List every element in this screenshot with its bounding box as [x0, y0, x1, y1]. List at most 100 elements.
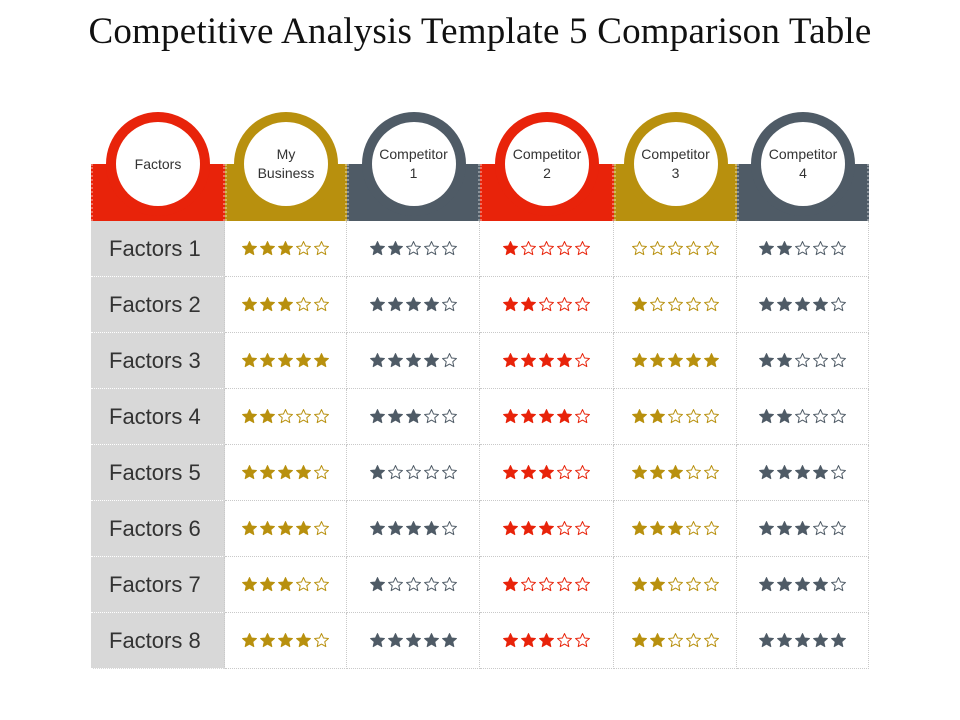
star-filled-icon: [759, 353, 774, 368]
star-filled-icon: [521, 297, 536, 312]
star-rating: [631, 352, 720, 369]
star-filled-icon: [759, 577, 774, 592]
star-filled-icon: [260, 297, 275, 312]
star-rating: [369, 352, 458, 369]
rating-cell: [225, 501, 347, 557]
star-empty-icon: [685, 297, 701, 312]
star-filled-icon: [296, 633, 311, 648]
table-row: Factors 7: [91, 557, 869, 613]
star-rating: [502, 296, 591, 313]
star-filled-icon: [423, 297, 439, 312]
star-empty-icon: [813, 353, 828, 368]
rating-cell: [614, 445, 737, 501]
header-label: Competitor 4: [761, 122, 845, 206]
star-empty-icon: [441, 353, 457, 368]
star-filled-icon: [795, 633, 810, 648]
star-empty-icon: [703, 241, 719, 256]
rating-cell: [614, 613, 737, 669]
star-filled-icon: [667, 353, 683, 368]
star-filled-icon: [369, 297, 385, 312]
rating-cell: [225, 613, 347, 669]
star-empty-icon: [557, 521, 572, 536]
star-filled-icon: [503, 241, 518, 256]
star-filled-icon: [423, 353, 439, 368]
star-filled-icon: [387, 241, 403, 256]
star-empty-icon: [631, 241, 647, 256]
star-empty-icon: [703, 409, 719, 424]
star-empty-icon: [441, 297, 457, 312]
rating-cell: [737, 277, 869, 333]
star-filled-icon: [539, 409, 554, 424]
star-filled-icon: [503, 297, 518, 312]
star-empty-icon: [423, 577, 439, 592]
star-filled-icon: [242, 577, 257, 592]
star-empty-icon: [441, 577, 457, 592]
star-filled-icon: [813, 633, 828, 648]
star-empty-icon: [314, 633, 329, 648]
star-filled-icon: [649, 521, 665, 536]
header-circle: My Business: [234, 112, 338, 216]
star-empty-icon: [667, 409, 683, 424]
rating-cell: [225, 277, 347, 333]
star-filled-icon: [521, 465, 536, 480]
star-filled-icon: [521, 353, 536, 368]
star-filled-icon: [667, 465, 683, 480]
rating-cell: [480, 445, 614, 501]
star-empty-icon: [314, 409, 329, 424]
star-rating: [502, 352, 591, 369]
star-empty-icon: [575, 241, 590, 256]
star-filled-icon: [813, 465, 828, 480]
star-filled-icon: [539, 521, 554, 536]
star-filled-icon: [387, 633, 403, 648]
rating-cell: [614, 333, 737, 389]
rating-cell: [347, 557, 480, 613]
star-filled-icon: [242, 521, 257, 536]
star-empty-icon: [831, 521, 846, 536]
star-filled-icon: [795, 297, 810, 312]
rating-cell: [347, 221, 480, 277]
star-empty-icon: [441, 521, 457, 536]
rating-cell: [614, 277, 737, 333]
star-filled-icon: [260, 353, 275, 368]
star-rating: [241, 632, 330, 649]
star-empty-icon: [649, 241, 665, 256]
star-filled-icon: [405, 409, 421, 424]
star-rating: [241, 520, 330, 537]
star-filled-icon: [777, 521, 792, 536]
star-filled-icon: [759, 521, 774, 536]
star-filled-icon: [667, 521, 683, 536]
star-empty-icon: [521, 577, 536, 592]
star-filled-icon: [703, 353, 719, 368]
star-filled-icon: [503, 577, 518, 592]
star-filled-icon: [631, 409, 647, 424]
star-filled-icon: [759, 465, 774, 480]
star-filled-icon: [369, 353, 385, 368]
header-circle: Competitor 4: [751, 112, 855, 216]
star-empty-icon: [795, 241, 810, 256]
star-empty-icon: [575, 465, 590, 480]
star-filled-icon: [387, 353, 403, 368]
factor-label: Factors 1: [91, 221, 225, 277]
table-header: Factors My Business Competitor 1 Competitor…: [91, 108, 869, 221]
star-rating: [241, 352, 330, 369]
table-row: Factors 2: [91, 277, 869, 333]
rating-cell: [737, 557, 869, 613]
star-rating: [502, 576, 591, 593]
star-rating: [631, 296, 720, 313]
star-empty-icon: [813, 521, 828, 536]
rating-cell: [614, 501, 737, 557]
star-rating: [758, 296, 847, 313]
star-filled-icon: [423, 521, 439, 536]
star-filled-icon: [278, 353, 293, 368]
star-empty-icon: [387, 465, 403, 480]
star-filled-icon: [369, 465, 385, 480]
star-empty-icon: [557, 577, 572, 592]
star-filled-icon: [649, 409, 665, 424]
star-rating: [758, 520, 847, 537]
star-filled-icon: [795, 465, 810, 480]
header-circle: Competitor 1: [361, 112, 466, 216]
star-rating: [369, 464, 458, 481]
star-filled-icon: [631, 577, 647, 592]
rating-cell: [347, 389, 480, 445]
star-filled-icon: [539, 353, 554, 368]
